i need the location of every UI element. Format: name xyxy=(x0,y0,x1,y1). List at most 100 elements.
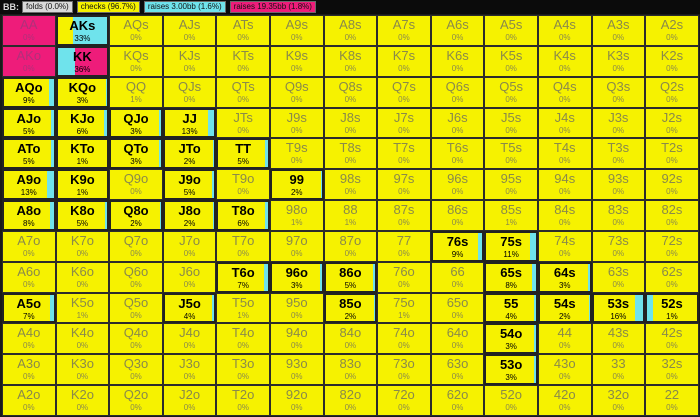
hand-cell[interactable]: KJs 0% xyxy=(162,45,217,77)
hand-cell[interactable]: 85s 1% xyxy=(484,200,538,231)
hand-cell[interactable]: 54o 3% xyxy=(484,323,538,355)
hand-cell[interactable]: 55 4% xyxy=(484,292,538,324)
hand-cell[interactable]: J2s 0% xyxy=(645,107,699,139)
hand-cell[interactable]: 94o 0% xyxy=(269,323,324,355)
hand-cell[interactable]: 73o 0% xyxy=(377,354,431,386)
hand-cell[interactable]: A9s 0% xyxy=(269,15,324,46)
hand-cell[interactable]: J9s 0% xyxy=(269,107,324,139)
hand-cell[interactable]: AJo 5% xyxy=(2,107,56,139)
hand-cell[interactable]: 62o 0% xyxy=(430,385,485,416)
hand-cell[interactable]: J5s 0% xyxy=(484,107,538,139)
hand-cell[interactable]: J3s 0% xyxy=(591,107,646,139)
hand-cell[interactable]: J8s 0% xyxy=(323,107,378,139)
hand-cell[interactable]: QJs 0% xyxy=(162,76,217,108)
hand-cell[interactable]: 85o 2% xyxy=(323,292,378,324)
hand-cell[interactable]: 42s 0% xyxy=(645,323,699,355)
hand-cell[interactable]: A3s 0% xyxy=(591,15,646,46)
hand-cell[interactable]: J2o 0% xyxy=(162,385,217,416)
hand-cell[interactable]: 98o 1% xyxy=(269,200,324,231)
hand-cell[interactable]: K9s 0% xyxy=(269,45,324,77)
hand-cell[interactable]: A7o 0% xyxy=(2,230,56,262)
hand-cell[interactable]: J4o 0% xyxy=(162,323,217,355)
hand-cell[interactable]: A5s 0% xyxy=(484,15,538,46)
hand-cell[interactable]: AKs 33% xyxy=(55,15,110,46)
hand-cell[interactable]: TT 5% xyxy=(216,138,270,170)
legend-item[interactable]: checks (96.7%) xyxy=(76,1,140,13)
hand-cell[interactable]: T8o 6% xyxy=(216,200,270,231)
hand-cell[interactable]: 43s 0% xyxy=(591,323,646,355)
hand-cell[interactable]: 54s 2% xyxy=(537,292,592,324)
hand-cell[interactable]: A8o 8% xyxy=(2,200,56,231)
hand-cell[interactable]: 95o 0% xyxy=(269,292,324,324)
legend-item[interactable]: folds (0.0%) xyxy=(22,1,73,13)
hand-cell[interactable]: T2o 0% xyxy=(216,385,270,416)
hand-cell[interactable]: ATs 0% xyxy=(216,15,270,46)
hand-cell[interactable]: 62s 0% xyxy=(645,261,699,293)
hand-cell[interactable]: K7o 0% xyxy=(55,230,110,262)
hand-cell[interactable]: 75o 1% xyxy=(377,292,431,324)
hand-cell[interactable]: J9o 5% xyxy=(162,169,217,201)
hand-cell[interactable]: 72s 0% xyxy=(645,230,699,262)
hand-cell[interactable]: K5o 1% xyxy=(55,292,110,324)
hand-cell[interactable]: 65s 8% xyxy=(484,261,538,293)
hand-cell[interactable]: 99 2% xyxy=(269,169,324,201)
hand-cell[interactable]: 74s 0% xyxy=(537,230,592,262)
hand-cell[interactable]: ATo 5% xyxy=(2,138,56,170)
hand-cell[interactable]: 44 0% xyxy=(537,323,592,355)
hand-cell[interactable]: T7s 0% xyxy=(377,138,431,170)
legend-item[interactable]: raises 3.00bb (1.6%) xyxy=(143,1,226,13)
hand-cell[interactable]: T9o 0% xyxy=(216,169,270,201)
hand-cell[interactable]: 53o 3% xyxy=(484,354,538,386)
hand-cell[interactable]: Q8o 2% xyxy=(109,200,163,231)
hand-cell[interactable]: T5s 0% xyxy=(484,138,538,170)
hand-cell[interactable]: A5o 7% xyxy=(2,292,56,324)
hand-cell[interactable]: Q6o 0% xyxy=(109,261,163,293)
hand-cell[interactable]: J7s 0% xyxy=(377,107,431,139)
hand-cell[interactable]: JTo 2% xyxy=(162,138,217,170)
hand-cell[interactable]: AQo 9% xyxy=(2,76,56,108)
hand-cell[interactable]: AQs 0% xyxy=(109,15,163,46)
hand-cell[interactable]: T8s 0% xyxy=(323,138,378,170)
hand-cell[interactable]: AA 0% xyxy=(2,15,56,46)
hand-cell[interactable]: 82o 0% xyxy=(323,385,378,416)
hand-cell[interactable]: 77 0% xyxy=(377,230,431,262)
hand-cell[interactable]: T9s 0% xyxy=(269,138,324,170)
hand-cell[interactable]: 86o 5% xyxy=(323,261,378,293)
hand-cell[interactable]: K5s 0% xyxy=(484,45,538,77)
hand-cell[interactable]: K4o 0% xyxy=(55,323,110,355)
hand-cell[interactable]: K6s 0% xyxy=(430,45,485,77)
hand-cell[interactable]: 75s 11% xyxy=(484,230,538,262)
hand-cell[interactable]: A8s 0% xyxy=(323,15,378,46)
hand-cell[interactable]: 63s 0% xyxy=(591,261,646,293)
hand-cell[interactable]: Q8s 0% xyxy=(323,76,378,108)
hand-cell[interactable]: 52s 1% xyxy=(645,292,699,324)
hand-cell[interactable]: 83s 0% xyxy=(591,200,646,231)
legend-item[interactable]: raises 19.35bb (1.8%) xyxy=(229,1,316,13)
hand-cell[interactable]: K3o 0% xyxy=(55,354,110,386)
hand-cell[interactable]: K6o 0% xyxy=(55,261,110,293)
hand-cell[interactable]: KTo 1% xyxy=(55,138,110,170)
hand-cell[interactable]: Q4s 0% xyxy=(537,76,592,108)
hand-cell[interactable]: 32o 0% xyxy=(591,385,646,416)
hand-cell[interactable]: KQo 3% xyxy=(55,76,110,108)
hand-cell[interactable]: A2o 0% xyxy=(2,385,56,416)
hand-cell[interactable]: T4o 0% xyxy=(216,323,270,355)
hand-cell[interactable]: 92s 0% xyxy=(645,169,699,201)
hand-cell[interactable]: Q2s 0% xyxy=(645,76,699,108)
hand-cell[interactable]: Q3o 0% xyxy=(109,354,163,386)
hand-cell[interactable]: 82s 0% xyxy=(645,200,699,231)
hand-cell[interactable]: 84s 0% xyxy=(537,200,592,231)
hand-cell[interactable]: T7o 0% xyxy=(216,230,270,262)
hand-cell[interactable]: 65o 0% xyxy=(430,292,485,324)
hand-cell[interactable]: 22 0% xyxy=(645,385,699,416)
hand-cell[interactable]: T6o 7% xyxy=(216,261,270,293)
hand-cell[interactable]: T5o 1% xyxy=(216,292,270,324)
hand-cell[interactable]: K4s 0% xyxy=(537,45,592,77)
hand-cell[interactable]: K2s 0% xyxy=(645,45,699,77)
hand-cell[interactable]: J3o 0% xyxy=(162,354,217,386)
hand-cell[interactable]: KK 36% xyxy=(55,45,110,77)
hand-cell[interactable]: JTs 0% xyxy=(216,107,270,139)
hand-cell[interactable]: T6s 0% xyxy=(430,138,485,170)
hand-cell[interactable]: Q9s 0% xyxy=(269,76,324,108)
hand-cell[interactable]: 97s 0% xyxy=(377,169,431,201)
